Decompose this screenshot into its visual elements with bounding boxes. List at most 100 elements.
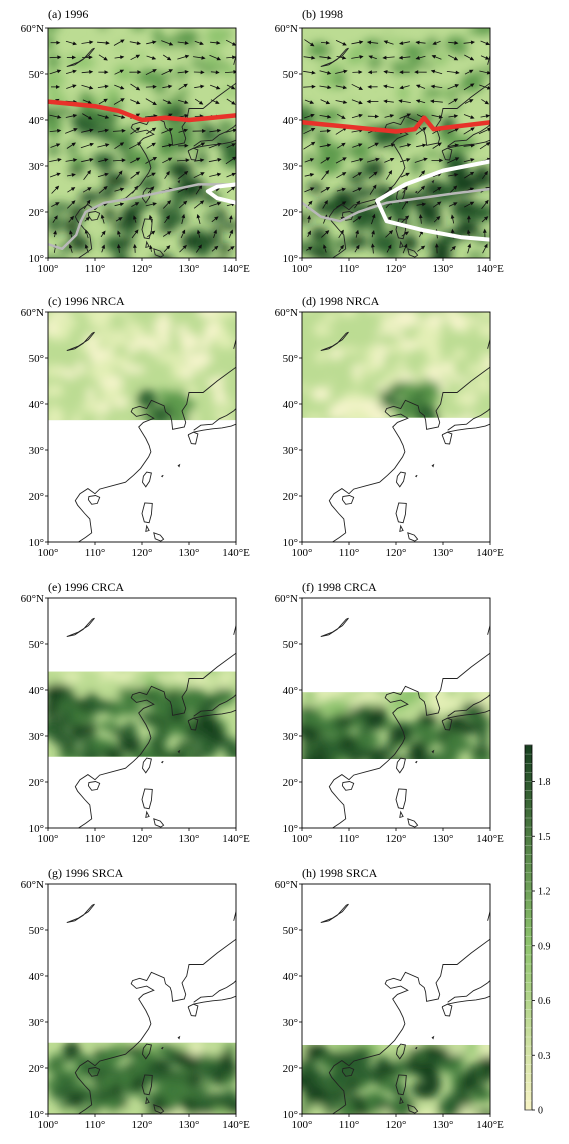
colorbar-ticks: 0 0.3 0.6 0.9 1.2 1.5 1.8	[525, 744, 551, 1117]
field-cell	[215, 208, 226, 222]
field-cell	[412, 156, 421, 175]
wind-arrow-head	[167, 231, 172, 235]
coastline-h	[320, 903, 490, 1114]
wind-arrow-head	[327, 114, 332, 119]
field-cell	[350, 188, 374, 198]
wind-arrow-head	[366, 40, 372, 45]
field-cell	[108, 1117, 122, 1128]
field-cell	[369, 406, 389, 418]
field-blobs-c	[48, 312, 236, 421]
wind-arrow-head	[368, 55, 373, 59]
field-cell	[467, 212, 485, 221]
field-cell	[191, 671, 206, 687]
field-cell	[348, 1045, 373, 1065]
wind-arrow-head	[342, 85, 348, 90]
wind-arrow-head	[198, 100, 204, 105]
wind-arrow-head	[434, 243, 439, 248]
field-cell	[63, 1042, 81, 1059]
field-cell	[67, 676, 76, 684]
wind-arrow-head	[56, 40, 61, 45]
wind-arrow-head	[387, 244, 392, 249]
coastline-f	[320, 617, 490, 828]
wind-arrow-head	[469, 69, 474, 74]
lon-tick-label: 110°	[339, 547, 360, 559]
field-cell	[331, 316, 350, 336]
field-cell	[452, 199, 477, 210]
field-cell	[423, 150, 441, 158]
wind-arrow-head	[89, 142, 94, 147]
field-cell	[472, 366, 487, 376]
island-outline	[414, 1046, 418, 1050]
field-cell	[474, 753, 490, 759]
panel-title-c: (c) 1996 NRCA	[48, 294, 125, 308]
wind-arrow-head	[453, 202, 458, 206]
island-outline	[414, 190, 418, 194]
wind-arrow-head	[182, 200, 188, 205]
wind-arrow-head	[388, 169, 393, 175]
island-outline	[142, 187, 152, 204]
island-outline	[395, 1074, 407, 1096]
lat-tick-label: 20°	[283, 207, 298, 219]
panel-c: (c) 1996 NRCA 100° 110° 120° 130° 140°E 10° 20…	[21, 294, 250, 559]
wind-arrow-head	[183, 128, 189, 133]
wind-arrow-head	[325, 100, 331, 105]
field-cell	[473, 165, 490, 186]
wind-arrow-head	[184, 70, 189, 74]
field-cell	[443, 413, 451, 418]
wind-arrow-head	[73, 128, 78, 132]
field-cell	[158, 326, 169, 340]
wind-arrow-head	[151, 172, 156, 177]
wind-arrow-head	[165, 215, 170, 220]
island-outline	[177, 179, 181, 184]
wind-arrow-head	[310, 113, 315, 118]
field-cell	[380, 316, 397, 324]
field-cell	[141, 316, 155, 330]
wind-arrow-head	[310, 127, 316, 132]
field-cell	[303, 414, 326, 418]
lat-tick-label: 20°	[29, 491, 44, 503]
wind-arrow-head	[216, 56, 222, 61]
field-cell	[481, 352, 490, 364]
wind-arrow-head	[89, 69, 94, 74]
wind-arrow-head	[355, 229, 360, 235]
field-cell	[458, 414, 478, 418]
field-cell	[302, 709, 322, 727]
region-field-e	[48, 671, 236, 757]
wind-arrow-head	[151, 56, 157, 60]
field-cell	[191, 351, 211, 368]
lat-tick-label: 50°	[29, 925, 44, 937]
field-cell	[113, 251, 129, 258]
lat-tick-label: 40°	[283, 115, 298, 127]
field-cell	[117, 46, 139, 65]
wind-arrow-head	[398, 99, 403, 104]
field-cell	[104, 207, 115, 221]
red-contour	[302, 115, 490, 134]
wind-arrow-head	[383, 84, 388, 89]
field-cell	[174, 29, 200, 49]
field-cell	[121, 206, 140, 224]
field-cell	[120, 706, 138, 716]
lon-tick-label: 120°	[132, 263, 153, 275]
field-cell	[165, 160, 175, 171]
wind-arrow-head	[383, 40, 388, 45]
wind-arrow-head	[420, 185, 426, 190]
coast-line	[193, 408, 236, 431]
lat-tick-label: 20°	[283, 777, 298, 789]
field-cell	[460, 702, 486, 718]
lat-tick-label: 10°	[283, 537, 298, 549]
field-cell	[59, 707, 74, 720]
wind-arrow-head	[326, 128, 332, 133]
field-cell	[57, 107, 74, 115]
field-cell	[61, 671, 84, 680]
field-cell	[165, 1046, 177, 1065]
field-cell	[136, 1088, 146, 1097]
wind-arrow-head	[166, 56, 172, 61]
wind-arrow-head	[453, 185, 458, 190]
field-cell	[327, 1089, 337, 1104]
wind-arrow-head	[233, 69, 236, 74]
field-cell	[101, 677, 124, 698]
field-cell	[377, 64, 393, 76]
field-cell	[219, 242, 231, 255]
wind-arrow-head	[87, 169, 91, 175]
wind-arrow-head	[232, 156, 236, 161]
